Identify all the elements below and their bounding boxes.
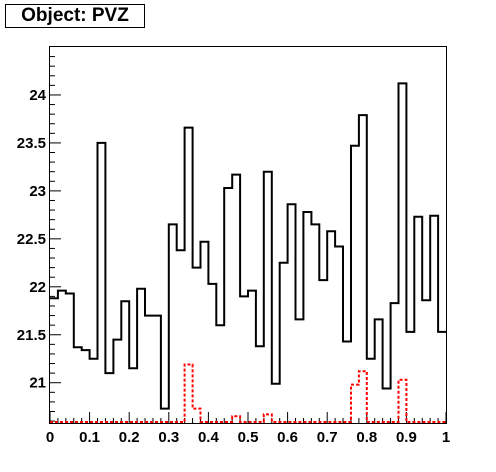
plot-frame: [49, 46, 447, 424]
x-tick-label: 0.6: [277, 429, 298, 446]
y-tick-label: 21: [29, 375, 46, 392]
x-tick-label: 0.8: [356, 429, 377, 446]
dashed-series-line: [50, 363, 446, 423]
y-tick-label: 24: [29, 87, 46, 104]
y-tick-label: 22.5: [17, 231, 46, 248]
x-tick-label: 0.9: [396, 429, 417, 446]
axis-ticks: [49, 56, 447, 423]
x-tick-label: 0.3: [158, 429, 179, 446]
y-tick-label: 21.5: [17, 327, 46, 344]
x-tick-label: 0.4: [198, 429, 220, 446]
x-tick-label: 1: [442, 429, 450, 446]
x-tick-labels: 0 0.1 0.2 0.3 0.4 0.5 0.6 0.7 0.8 0.9 1: [46, 429, 450, 446]
x-tick-label: 0.5: [238, 429, 259, 446]
solid-series-line: [50, 82, 446, 410]
chart-title: Object: PVZ: [5, 4, 145, 28]
x-tick-label: 0.7: [317, 429, 338, 446]
y-tick-labels: 21 21.5 22 22.5 23 23.5 24: [17, 87, 47, 392]
x-tick-label: 0.1: [79, 429, 100, 446]
y-tick-label: 23: [29, 183, 46, 200]
series-group: [50, 82, 446, 423]
y-tick-label: 23.5: [17, 135, 46, 152]
x-tick-label: 0: [46, 429, 54, 446]
y-tick-label: 22: [29, 279, 46, 296]
x-tick-label: 0.2: [119, 429, 140, 446]
